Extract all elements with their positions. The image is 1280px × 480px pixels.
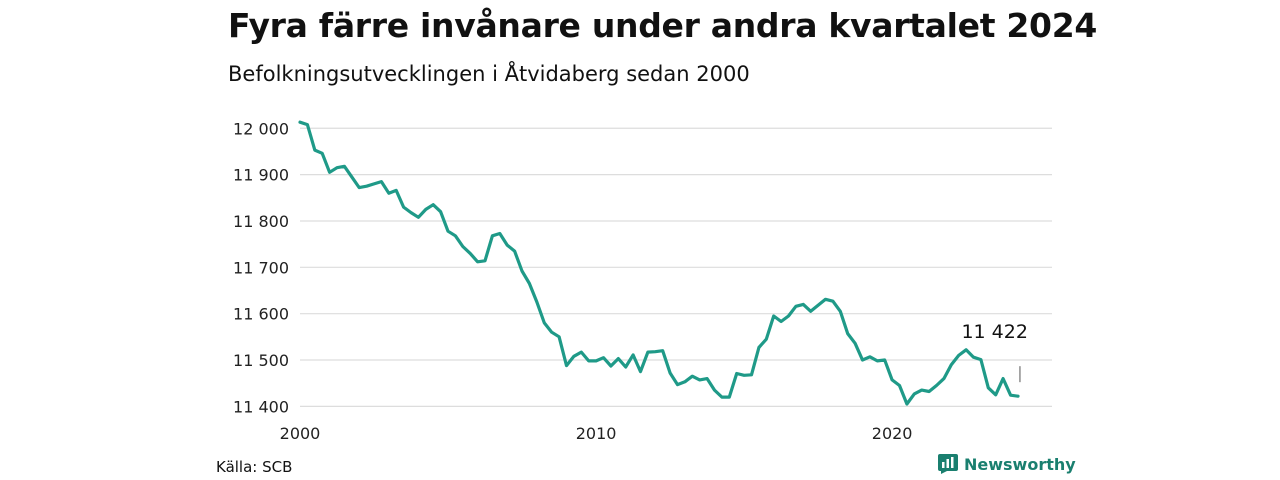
series-line [298, 120, 1020, 406]
gridlines [300, 127, 1052, 407]
y-tick-label: 11 700 [233, 258, 289, 277]
y-tick-label: 11 400 [233, 397, 289, 416]
annotation-group: 11 422 [961, 321, 1028, 383]
y-tick-label: 11 600 [233, 305, 289, 324]
x-tick-label: 2020 [872, 424, 913, 443]
x-tick-label: 2000 [280, 424, 321, 443]
series-group [298, 120, 1020, 406]
brand-logo[interactable]: Newsworthy [938, 454, 1076, 474]
y-axis-ticks: 11 400 11 500 11 600 11 700 11 800 11 900 12 0… [233, 119, 289, 416]
y-tick-label: 11 800 [233, 212, 289, 231]
chart-title: Fyra färre invånare under andra kvartale… [228, 6, 1098, 45]
y-tick-label: 11 900 [233, 166, 289, 185]
brand-name: Newsworthy [964, 454, 1076, 474]
annotation-label: 11 422 [961, 321, 1027, 343]
x-tick-label: 2010 [576, 424, 617, 443]
x-axis-ticks: 2000 2010 2020 [280, 424, 913, 443]
newsworthy-logo-icon [938, 454, 958, 474]
y-tick-label: 11 500 [233, 351, 289, 370]
source-note: Källa: SCB [216, 458, 293, 476]
chart-subtitle: Befolkningsutvecklingen i Åtvidaberg sed… [228, 62, 750, 86]
line-chart: 11 400 11 500 11 600 11 700 11 800 11 900 12 0… [233, 119, 1052, 443]
y-tick-label: 12 000 [233, 119, 289, 138]
